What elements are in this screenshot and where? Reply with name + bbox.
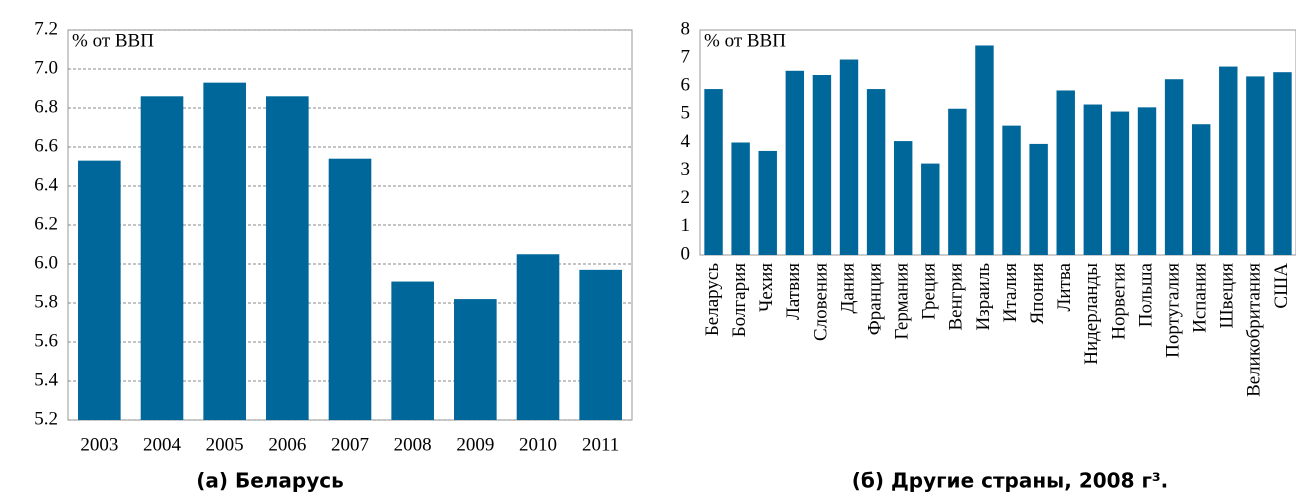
y-tick-label: 4 (681, 131, 691, 152)
y-tick-label: 5 (681, 103, 691, 124)
bar (839, 59, 859, 255)
bar (731, 142, 750, 255)
bar (866, 89, 886, 255)
x-tick-label: Германия (892, 263, 913, 340)
x-tick-label: США (1271, 263, 1292, 309)
bar (704, 89, 723, 255)
y-tick-label: 6 (681, 75, 691, 96)
x-tick-label: Израиль (973, 263, 994, 331)
bar (921, 163, 940, 255)
y-tick-label: 2 (681, 187, 691, 208)
bar (328, 158, 372, 420)
x-tick-label: 2009 (456, 434, 494, 455)
annotation: % от ВВП (72, 30, 154, 51)
x-tick-label: Япония (1027, 263, 1048, 325)
x-tick-label: 2007 (331, 434, 369, 455)
y-tick-label: 5.8 (34, 291, 58, 312)
x-tick-label: 2003 (80, 434, 118, 455)
y-tick-label: 1 (681, 215, 691, 236)
x-tick-label: 2011 (582, 434, 619, 455)
bar (1137, 107, 1157, 255)
x-tick-label: 2005 (206, 434, 244, 455)
y-tick-label: 3 (681, 159, 691, 180)
bar (948, 108, 967, 255)
x-tick-label: Чехия (756, 263, 777, 312)
y-tick-label: 0 (681, 243, 691, 264)
bar (812, 75, 832, 255)
annotation: % от ВВП (704, 30, 786, 51)
bar (454, 299, 497, 420)
x-tick-label: Испания (1190, 263, 1211, 333)
x-tick-label: Италия (1000, 263, 1021, 323)
x-tick-label: Португалия (1162, 263, 1183, 358)
bar (1083, 104, 1103, 255)
bar (1029, 143, 1048, 255)
x-tick-label: 2008 (394, 434, 432, 455)
bar (516, 254, 560, 420)
y-tick-label: 5.2 (34, 408, 58, 429)
bar (785, 70, 805, 255)
x-tick-label: Нидерланды (1081, 263, 1102, 365)
bar (266, 96, 309, 421)
y-tick-label: 6.2 (34, 213, 58, 234)
x-tick-label: Швеция (1217, 263, 1238, 329)
bar (975, 45, 994, 255)
caption: (б) Другие страны, 2008 г³. (852, 469, 1169, 493)
plot-frame (699, 29, 1296, 256)
y-tick-label: 8 (681, 18, 691, 39)
bar (1056, 90, 1075, 255)
bar (1246, 76, 1265, 255)
bar (203, 82, 246, 421)
y-tick-label: 6.4 (34, 174, 58, 195)
y-tick-label: 6.6 (34, 135, 58, 156)
x-tick-label: Болгария (729, 263, 750, 338)
bar (1191, 124, 1211, 255)
x-tick-label: Венгрия (946, 263, 967, 331)
x-tick-label: 2010 (519, 434, 557, 455)
x-tick-label: Норвегия (1108, 263, 1129, 340)
x-tick-label: Польша (1135, 262, 1156, 327)
bar (1002, 125, 1021, 255)
x-tick-label: Дания (837, 263, 858, 314)
x-tick-label: Беларусь (702, 263, 723, 336)
bar (140, 96, 184, 421)
bar (1219, 66, 1238, 255)
y-tick-label: 6.8 (34, 96, 58, 117)
bar (1110, 111, 1130, 255)
x-tick-label: Греция (919, 263, 940, 320)
bar (579, 269, 622, 420)
bar (893, 141, 913, 255)
bar (1164, 79, 1184, 255)
y-tick-label: 7 (681, 46, 691, 67)
x-tick-label: 2006 (268, 434, 306, 455)
x-tick-label: Литва (1054, 262, 1075, 311)
y-tick-label: 5.4 (34, 369, 58, 390)
y-tick-label: 7.0 (34, 57, 58, 78)
bar (78, 160, 121, 420)
bar (391, 281, 434, 420)
x-tick-label: Великобритания (1244, 263, 1265, 397)
bar (758, 150, 777, 255)
y-tick-label: 5.6 (34, 330, 58, 351)
x-tick-label: Латвия (783, 263, 804, 320)
x-tick-label: Франция (864, 263, 885, 335)
y-tick-label: 6.0 (34, 252, 58, 273)
caption: (а) Беларусь (196, 469, 344, 493)
x-tick-label: 2004 (143, 434, 182, 455)
y-tick-label: 7.2 (34, 18, 58, 39)
x-tick-label: Словения (810, 263, 831, 341)
bar (1273, 72, 1292, 255)
